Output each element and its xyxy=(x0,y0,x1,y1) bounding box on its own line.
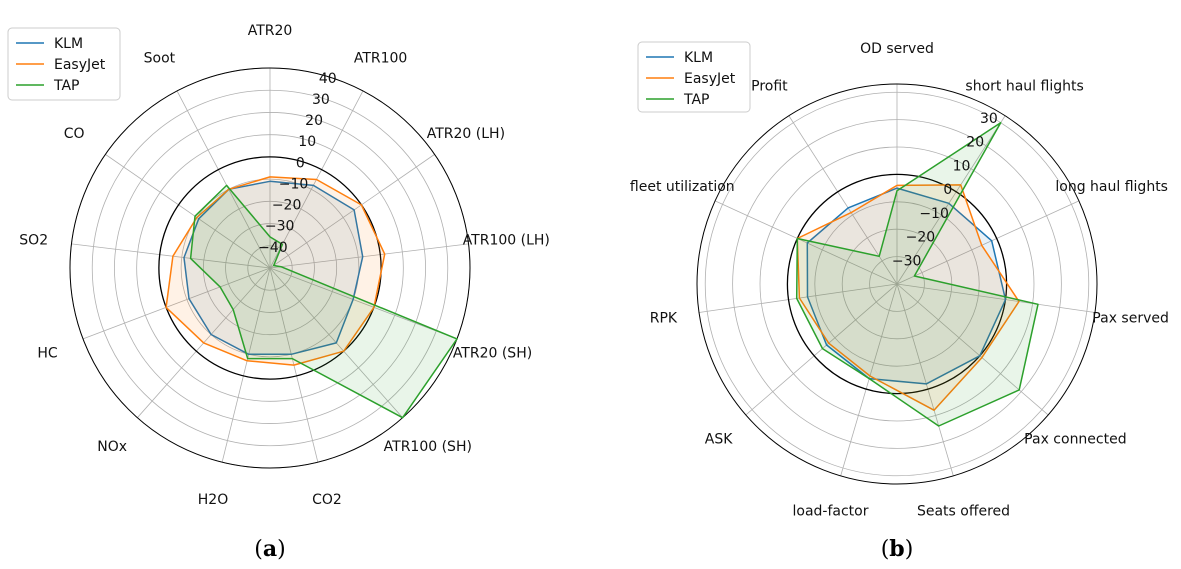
outer-frame xyxy=(696,83,1098,485)
category-label: short haul flights xyxy=(965,79,1083,95)
r-tick-label: −20 xyxy=(272,198,302,214)
r-tick-label: −10 xyxy=(919,206,949,222)
legend-label-klm: KLM xyxy=(684,50,713,66)
category-label: Seats offered xyxy=(917,503,1010,519)
category-label: ATR20 xyxy=(248,23,293,39)
category-label: ATR100 (SH) xyxy=(384,439,472,455)
r-tick-label: −20 xyxy=(906,230,936,246)
spoke-line xyxy=(896,283,1049,416)
series-line-easyjet xyxy=(165,176,386,366)
series-line-easyjet xyxy=(796,184,1020,411)
legend-label-tap: TAP xyxy=(53,78,79,94)
series-line-tap xyxy=(795,121,1039,427)
series-line-tap xyxy=(189,184,458,419)
series-line-klm xyxy=(183,180,364,356)
spoke-line xyxy=(840,283,898,477)
spoke-line xyxy=(269,267,458,340)
legend-box xyxy=(7,27,121,101)
category-label: NOx xyxy=(97,439,127,455)
category-label: Profit xyxy=(751,79,788,95)
series-area-tap xyxy=(796,122,1038,426)
category-label: Pax connected xyxy=(1024,432,1126,448)
reference-circle xyxy=(158,156,382,380)
legend-box xyxy=(637,41,751,113)
r-tick-label: 20 xyxy=(966,135,984,151)
legend-label-easyjet: EasyJet xyxy=(54,57,106,73)
spoke-line xyxy=(714,200,898,285)
outer-frame xyxy=(69,67,471,469)
r-tick-label: 10 xyxy=(298,134,316,150)
legend: KLM EasyJet TAP xyxy=(637,41,751,113)
legend-label-tap: TAP xyxy=(683,92,709,108)
category-label: ASK xyxy=(705,432,733,448)
spoke-line xyxy=(105,154,271,269)
category-label: load-factor xyxy=(793,503,869,519)
legend-label-klm: KLM xyxy=(54,36,83,52)
r-tick-label: 30 xyxy=(980,111,998,127)
r-tick-label: 0 xyxy=(943,182,952,198)
category-label: ATR20 (SH) xyxy=(453,345,532,361)
legend-label-easyjet: EasyJet xyxy=(684,71,736,87)
spoke-line xyxy=(896,283,1096,313)
category-label: ATR100 (LH) xyxy=(463,232,550,248)
spoke-line xyxy=(221,267,271,463)
r-tick-label: 40 xyxy=(319,71,337,87)
spoke-line xyxy=(896,283,954,477)
spoke-line xyxy=(82,267,271,340)
spoke-line xyxy=(745,283,898,416)
category-label: SO2 xyxy=(19,232,48,248)
r-tick-label: −40 xyxy=(258,240,288,256)
r-tick-label: −30 xyxy=(892,253,922,269)
category-label: HC xyxy=(37,345,58,361)
r-tick-label: 0 xyxy=(296,155,305,171)
legend: KLM EasyJet TAP xyxy=(7,27,121,101)
r-tick-label: −10 xyxy=(279,177,309,193)
category-label: long haul flights xyxy=(1055,179,1168,195)
category-label: fleet utilization xyxy=(630,179,735,195)
series-area-easyjet xyxy=(797,184,1019,411)
spoke-line xyxy=(269,154,435,269)
series-line-klm xyxy=(806,187,1007,385)
category-label: RPK xyxy=(650,311,678,327)
spoke-line xyxy=(896,200,1080,285)
panel-label: (a) xyxy=(254,536,285,562)
r-tick-label: 20 xyxy=(305,113,323,129)
category-label: ATR100 xyxy=(354,50,408,66)
radar-chart-a: −40 −30 −20 −10 0 10 20 30 40 ATR20 ATR100 ATR20 (L… xyxy=(7,23,550,562)
series-area-easyjet xyxy=(166,176,385,366)
category-label: CO xyxy=(64,126,85,142)
spoke-line xyxy=(698,283,898,313)
series-area-klm xyxy=(184,181,363,355)
r-tick-label: 30 xyxy=(312,92,330,108)
category-label: CO2 xyxy=(312,492,342,508)
category-label: Pax served xyxy=(1092,311,1169,327)
spoke-line xyxy=(269,243,469,269)
spoke-line xyxy=(896,115,1006,285)
spoke-line xyxy=(176,90,271,269)
series-area-klm xyxy=(807,188,1006,384)
radar-chart-b: −30 −20 −10 010 20 30 OD served short haul flig… xyxy=(630,41,1169,562)
category-label: OD served xyxy=(860,41,934,57)
r-tick-label: 10 xyxy=(953,158,971,174)
panel-label: (b) xyxy=(881,536,914,562)
spoke-line xyxy=(71,243,271,269)
r-tick-label: −30 xyxy=(265,219,295,235)
series-area-tap xyxy=(190,185,457,418)
category-label: Soot xyxy=(144,50,176,66)
category-label: H2O xyxy=(198,492,228,508)
category-label: ATR20 (LH) xyxy=(427,126,505,142)
